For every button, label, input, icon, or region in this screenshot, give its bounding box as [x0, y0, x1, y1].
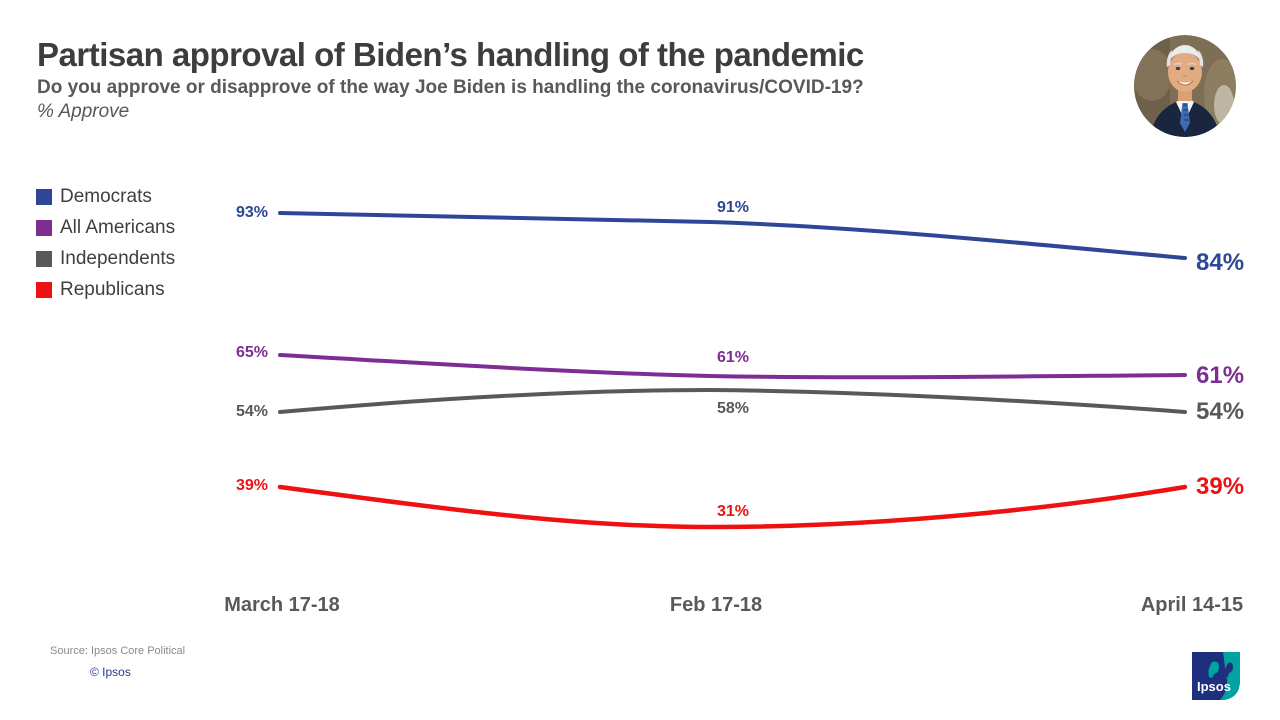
independents-label-1: 54%: [235, 403, 268, 420]
legend: Democrats All Americans Independents Rep…: [36, 186, 176, 300]
legend-item-independents: Independents: [36, 248, 176, 269]
legend-label-democrats: Democrats: [60, 186, 152, 207]
democrats-swatch: [36, 189, 52, 205]
republicans-label-1: 39%: [235, 477, 268, 494]
survey-question: Do you approve or disapprove of the way …: [37, 77, 864, 98]
ipsos-logo: Ipsos: [1192, 652, 1240, 700]
democrats-label-1: 93%: [235, 204, 268, 221]
x-axis-label-march: March 17-18: [224, 594, 340, 616]
legend-label-independents: Independents: [60, 248, 176, 269]
independents-swatch: [36, 251, 52, 267]
ipsos-logo-text: Ipsos: [1197, 679, 1231, 694]
biden-portrait: [1134, 35, 1236, 137]
legend-item-democrats: Democrats: [36, 186, 175, 207]
republicans-swatch: [36, 282, 52, 298]
ipsos-logo-image: Ipsos: [1192, 652, 1240, 700]
legend-label-republicans: Republicans: [60, 279, 165, 300]
page-title: Partisan approval of Biden’s handling of…: [37, 36, 864, 73]
copyright-note: © Ipsos: [90, 665, 131, 679]
all-americans-label-2: 61%: [716, 349, 750, 366]
all-americans-label-1: 65%: [235, 344, 268, 361]
line-chart: [277, 211, 1188, 530]
independents-label-2: 58%: [716, 400, 750, 417]
biden-portrait-image: [1134, 35, 1236, 137]
republicans-line: [277, 484, 1188, 530]
republicans-label-3: 39%: [1196, 473, 1245, 500]
democrats-label-2: 91%: [716, 199, 750, 216]
legend-label-all-americans: All Americans: [60, 217, 176, 238]
all-americans-line: [278, 353, 1187, 380]
democrats-line: [278, 211, 1187, 260]
democrats-label-3: 84%: [1196, 249, 1245, 276]
x-axis-label-april: April 14-15: [1140, 594, 1244, 616]
legend-item-republicans: Republicans: [36, 279, 175, 300]
measure-label: % Approve: [37, 101, 130, 122]
all-americans-label-3: 61%: [1196, 362, 1245, 389]
republicans-label-2: 31%: [716, 503, 750, 520]
independents-line: [278, 387, 1187, 414]
legend-item-all-americans: All Americans: [36, 217, 176, 238]
x-axis-label-feb: Feb 17-18: [669, 594, 763, 616]
source-note: Source: Ipsos Core Political: [50, 645, 186, 657]
independents-label-3: 54%: [1196, 398, 1245, 425]
all-americans-swatch: [36, 220, 52, 236]
